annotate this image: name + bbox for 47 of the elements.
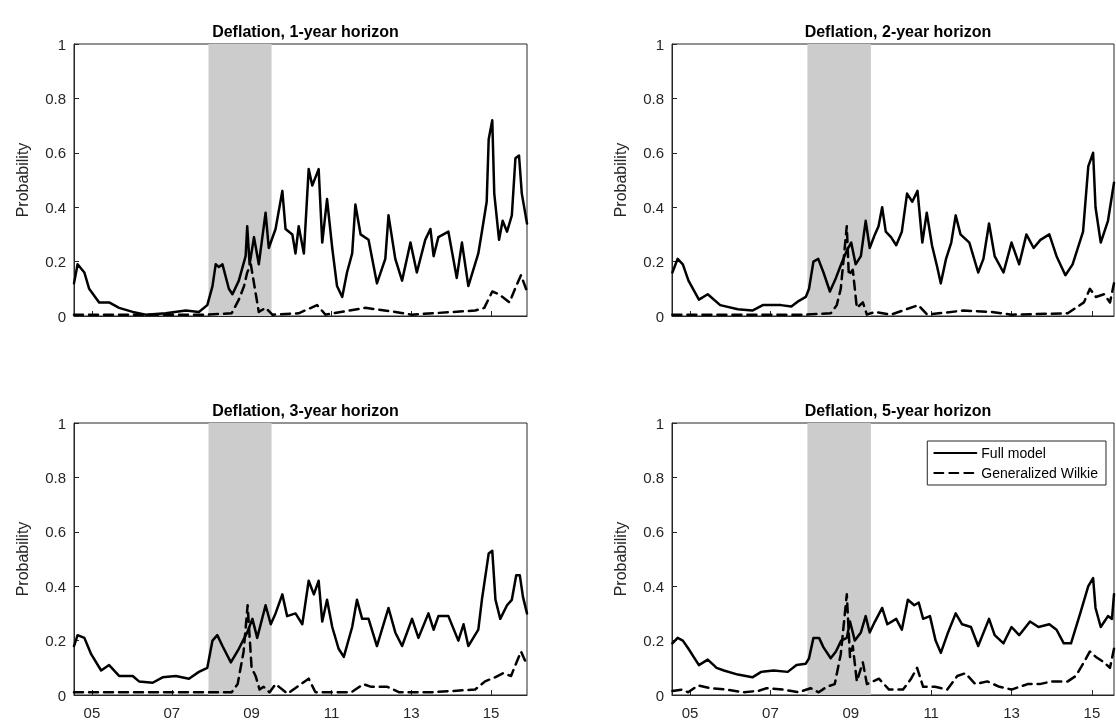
y-tick-label: 0 [655, 686, 664, 704]
chart-title: Deflation, 3-year horizon [212, 401, 399, 419]
y-tick-label: 1 [57, 35, 66, 53]
y-tick-label: 0 [655, 307, 664, 325]
chart-title: Deflation, 2-year horizon [804, 22, 992, 40]
y-tick-label: 0.6 [45, 523, 66, 541]
line-series [671, 151, 1116, 312]
y-tick-label: 0.6 [643, 523, 664, 541]
y-axis-title: Probability [611, 521, 629, 597]
y-tick-label: 0.2 [45, 253, 66, 271]
y-axis-title: Probability [13, 521, 31, 597]
y-tick-label: 0.2 [45, 632, 66, 650]
x-tick-label: 09 [243, 704, 260, 721]
y-tick-label: 0.4 [45, 198, 66, 216]
x-tick-label: 15 [482, 704, 500, 721]
y-tick-label: 0.8 [643, 89, 664, 107]
legend-label: Generalized Wilkie [981, 465, 1099, 481]
y-tick-label: 0.8 [45, 468, 66, 486]
x-tick-label: 11 [323, 704, 340, 721]
legend-label: Full model [981, 445, 1046, 461]
x-tick-label: 13 [402, 704, 420, 721]
x-tick-label: 15 [1083, 704, 1101, 721]
y-tick-label: 0.8 [45, 89, 66, 107]
y-tick-label: 0.2 [643, 253, 664, 271]
y-tick-label: 0.6 [45, 144, 66, 162]
x-tick-label: 05 [83, 704, 101, 721]
x-tick-label: 09 [842, 704, 860, 721]
chart-title: Deflation, 1-year horizon [212, 22, 399, 40]
y-tick-label: 0.4 [643, 577, 664, 595]
y-tick-label: 0.4 [643, 198, 664, 216]
y-tick-label: 0.2 [643, 632, 664, 650]
x-tick-label: 05 [681, 704, 699, 721]
y-tick-label: 0 [57, 307, 66, 325]
y-tick-label: 0.8 [643, 468, 664, 486]
x-tick-label: 13 [1003, 704, 1020, 721]
y-tick-label: 1 [655, 35, 664, 53]
y-tick-label: 1 [655, 414, 664, 432]
chart-title: Deflation, 5-year horizon [804, 401, 992, 419]
y-tick-label: 1 [57, 414, 66, 432]
x-tick-label: 07 [762, 704, 779, 721]
x-tick-label: 07 [163, 704, 181, 721]
y-axis-title: Probability [611, 142, 629, 218]
y-tick-label: 0.6 [643, 144, 664, 162]
y-tick-label: 0.4 [45, 577, 66, 595]
y-axis-title: Probability [13, 142, 31, 218]
y-tick-label: 0 [57, 686, 66, 704]
x-tick-label: 11 [923, 704, 939, 721]
